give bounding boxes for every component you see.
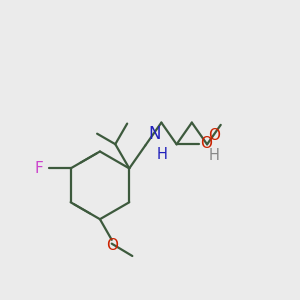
- Text: N: N: [149, 125, 161, 143]
- Text: O: O: [200, 136, 212, 151]
- Text: O: O: [208, 128, 220, 142]
- Text: H: H: [157, 147, 167, 162]
- Text: O: O: [106, 238, 118, 253]
- Text: F: F: [34, 161, 43, 176]
- Text: H: H: [209, 148, 220, 163]
